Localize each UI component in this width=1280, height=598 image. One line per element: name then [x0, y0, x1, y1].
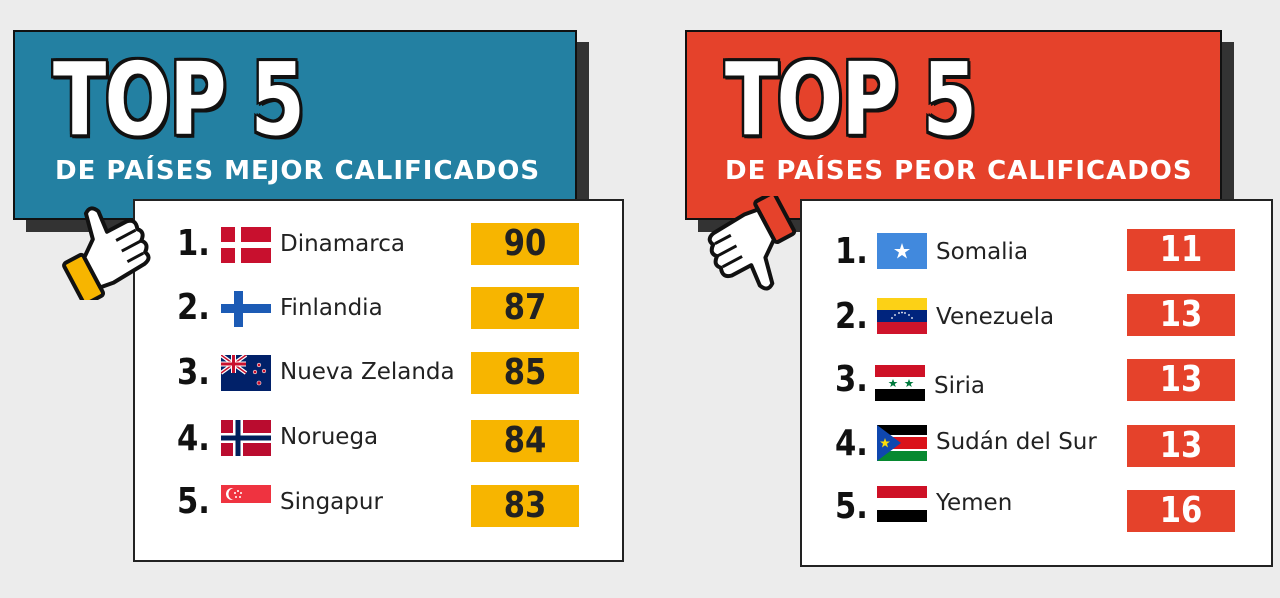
country-name: Siria	[934, 373, 985, 399]
score-value: 87	[503, 287, 547, 328]
rank: 4.	[177, 418, 210, 459]
country-name: Somalia	[936, 239, 1029, 265]
list-item: 1. Somalia 11	[802, 229, 1271, 279]
score-badge: 11	[1127, 229, 1235, 271]
score-badge: 13	[1127, 359, 1235, 401]
thumbs-up-icon	[52, 196, 152, 306]
rank: 2.	[835, 296, 868, 337]
list-item: 5. Singapur 83	[135, 481, 622, 535]
country-name: Singapur	[280, 489, 383, 515]
country-name: Venezuela	[936, 304, 1055, 330]
score-value: 11	[1159, 229, 1203, 270]
left-header: TOP 5 DE PAÍSES MEJOR CALIFICADOS	[13, 30, 577, 220]
venezuela-flag	[877, 298, 927, 334]
left-title: TOP 5	[53, 41, 305, 158]
syria-flag	[875, 365, 925, 401]
country-name: Sudán del Sur	[936, 429, 1097, 455]
list-item: 3. Siria 13	[802, 359, 1271, 409]
list-item: 1. Dinamarca 90	[135, 221, 622, 271]
country-name: Noruega	[280, 424, 379, 450]
score-value: 16	[1159, 490, 1203, 531]
new-zealand-flag	[221, 355, 271, 391]
score-value: 13	[1159, 294, 1203, 335]
rank: 4.	[835, 423, 868, 464]
right-title: TOP 5	[725, 41, 977, 158]
rank: 2.	[177, 287, 210, 328]
list-item: 4. Noruega 84	[135, 418, 622, 470]
list-item: 4. Sudán del Sur 13	[802, 423, 1271, 475]
somalia-flag	[877, 233, 927, 269]
singapore-flag	[221, 485, 271, 521]
rank: 5.	[835, 486, 868, 527]
right-panel: 1. Somalia 11 2. Venezuela 13 3. Siria 1…	[800, 199, 1273, 567]
rank: 1.	[177, 223, 210, 264]
score-value: 90	[503, 223, 547, 264]
country-name: Nueva Zelanda	[280, 359, 455, 385]
country-name: Finlandia	[280, 295, 383, 321]
score-value: 13	[1159, 425, 1203, 466]
south-sudan-flag	[877, 425, 927, 461]
score-badge: 85	[471, 352, 579, 394]
yemen-flag	[877, 486, 927, 522]
finland-flag	[221, 291, 271, 327]
score-value: 83	[503, 485, 547, 526]
right-header: TOP 5 DE PAÍSES PEOR CALIFICADOS	[685, 30, 1222, 220]
score-badge: 84	[471, 420, 579, 462]
rank: 3.	[177, 352, 210, 393]
rank: 3.	[835, 359, 868, 400]
score-badge: 83	[471, 485, 579, 527]
right-subtitle: DE PAÍSES PEOR CALIFICADOS	[725, 156, 1193, 186]
score-value: 85	[503, 352, 547, 393]
score-badge: 13	[1127, 294, 1235, 336]
rank: 1.	[835, 231, 868, 272]
list-item: 3. Nueva Zelanda 85	[135, 352, 622, 402]
score-badge: 90	[471, 223, 579, 265]
score-badge: 87	[471, 287, 579, 329]
score-value: 84	[503, 420, 547, 461]
norway-flag	[221, 420, 271, 456]
score-badge: 13	[1127, 425, 1235, 467]
thumbs-down-icon	[706, 191, 810, 305]
denmark-flag	[221, 227, 271, 263]
score-badge: 16	[1127, 490, 1235, 532]
score-value: 13	[1159, 359, 1203, 400]
list-item: 5. Yemen 16	[802, 486, 1271, 540]
country-name: Yemen	[936, 490, 1013, 516]
rank: 5.	[177, 481, 210, 522]
left-subtitle: DE PAÍSES MEJOR CALIFICADOS	[55, 156, 541, 186]
list-item: 2. Finlandia 87	[135, 287, 622, 337]
country-name: Dinamarca	[280, 231, 405, 257]
list-item: 2. Venezuela 13	[802, 294, 1271, 344]
left-panel: 1. Dinamarca 90 2. Finlandia 87 3. Nueva…	[133, 199, 624, 562]
